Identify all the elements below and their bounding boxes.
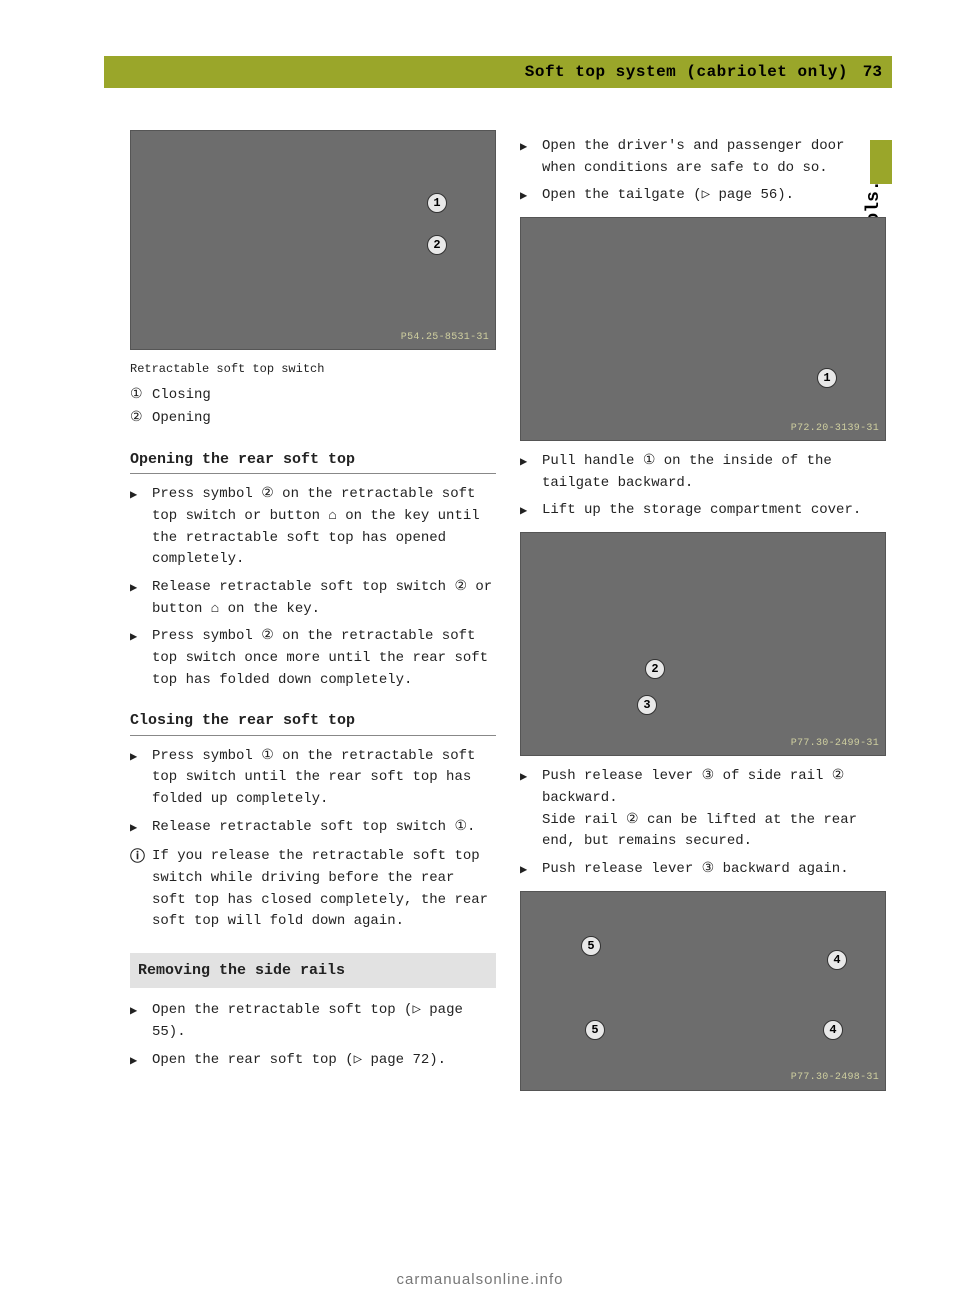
step-arrow-icon: ▶ — [130, 1050, 152, 1072]
step-text: Press symbol ① on the retractable soft t… — [152, 746, 496, 811]
info-icon: ⓘ — [130, 846, 152, 933]
legend-label: Closing — [152, 385, 496, 407]
step-text: Open the tailgate (▷ page 56). — [542, 185, 886, 207]
step-arrow-icon: ▶ — [130, 577, 152, 620]
legend-row: ① Closing — [130, 385, 496, 407]
step-text: Press symbol ② on the retractable soft t… — [152, 484, 496, 571]
callout-1-icon: 1 — [427, 193, 447, 213]
step: ▶Press symbol ① on the retractable soft … — [130, 746, 496, 811]
step-text: Open the retractable soft top (▷ page 55… — [152, 1000, 496, 1043]
figure-id: P77.30-2498-31 — [791, 1070, 879, 1086]
legend-label: Opening — [152, 408, 496, 430]
step-text: Release retractable soft top switch ② or… — [152, 577, 496, 620]
callout-3-icon: 3 — [637, 695, 657, 715]
step-text: Push release lever ③ of side rail ② back… — [542, 766, 886, 853]
step-arrow-icon: ▶ — [520, 859, 542, 881]
step-arrow-icon: ▶ — [520, 766, 542, 853]
legend-symbol: ② — [130, 408, 152, 430]
step: ▶Press symbol ② on the retractable soft … — [130, 484, 496, 571]
step: ▶Pull handle ① on the inside of the tail… — [520, 451, 886, 494]
figure-id: P54.25-8531-31 — [401, 330, 489, 346]
step-arrow-icon: ▶ — [130, 817, 152, 839]
footer-watermark: carmanualsonline.info — [0, 1271, 960, 1288]
step-arrow-icon: ▶ — [520, 136, 542, 179]
step-text: Lift up the storage compartment cover. — [542, 500, 886, 522]
figure-id: P77.30-2499-31 — [791, 736, 879, 752]
subheading: Closing the rear soft top — [130, 709, 496, 732]
step: ▶Push release lever ③ of side rail ② bac… — [520, 766, 886, 853]
legend-symbol: ① — [130, 385, 152, 407]
page-title: Soft top system (cabriolet only) — [525, 56, 848, 88]
step-text: Push release lever ③ backward again. — [542, 859, 886, 881]
divider — [130, 473, 496, 474]
subheading: Opening the rear soft top — [130, 448, 496, 471]
step: ▶Open the driver's and passenger door wh… — [520, 136, 886, 179]
step-arrow-icon: ▶ — [130, 1000, 152, 1043]
callout-2-icon: 2 — [645, 659, 665, 679]
step-text: Release retractable soft top switch ①. — [152, 817, 496, 839]
divider — [130, 735, 496, 736]
step: ▶Press symbol ② on the retractable soft … — [130, 626, 496, 691]
step: ▶Release retractable soft top switch ①. — [130, 817, 496, 839]
step-arrow-icon: ▶ — [130, 626, 152, 691]
step: ▶Push release lever ③ backward again. — [520, 859, 886, 881]
step: ▶Open the rear soft top (▷ page 72). — [130, 1050, 496, 1072]
figure-tailgate: 1 P72.20-3139-31 — [520, 217, 886, 441]
step-text: Open the driver's and passenger door whe… — [542, 136, 886, 179]
figure-side-rails: 5 5 4 4 P77.30-2498-31 — [520, 891, 886, 1091]
callout-1-icon: 1 — [817, 368, 837, 388]
figure-release-lever: 2 3 P77.30-2499-31 — [520, 532, 886, 756]
page-number: 73 — [863, 56, 882, 88]
figure-caption: Retractable soft top switch — [130, 360, 496, 379]
figure-id: P72.20-3139-31 — [791, 421, 879, 437]
step-arrow-icon: ▶ — [520, 185, 542, 207]
step-arrow-icon: ▶ — [130, 484, 152, 571]
right-column: ▶Open the driver's and passenger door wh… — [520, 130, 886, 1101]
step-text: Pull handle ① on the inside of the tailg… — [542, 451, 886, 494]
callout-5-icon: 5 — [585, 1020, 605, 1040]
step-text: Open the rear soft top (▷ page 72). — [152, 1050, 496, 1072]
figure-soft-top-switch: 1 2 P54.25-8531-31 — [130, 130, 496, 350]
step: ▶Lift up the storage compartment cover. — [520, 500, 886, 522]
step-arrow-icon: ▶ — [130, 746, 152, 811]
step-arrow-icon: ▶ — [520, 451, 542, 494]
info-note: ⓘIf you release the retractable soft top… — [130, 846, 496, 933]
callout-4-icon: 4 — [827, 950, 847, 970]
step: ▶Open the retractable soft top (▷ page 5… — [130, 1000, 496, 1043]
step: ▶Release retractable soft top switch ② o… — [130, 577, 496, 620]
callout-2-icon: 2 — [427, 235, 447, 255]
note-text: If you release the retractable soft top … — [152, 846, 496, 933]
step-text: Press symbol ② on the retractable soft t… — [152, 626, 496, 691]
left-column: 1 2 P54.25-8531-31 Retractable soft top … — [130, 130, 496, 1077]
callout-5-icon: 5 — [581, 936, 601, 956]
manual-page: Soft top system (cabriolet only) 73 >> C… — [0, 0, 960, 1302]
step: ▶Open the tailgate (▷ page 56). — [520, 185, 886, 207]
step-arrow-icon: ▶ — [520, 500, 542, 522]
section-heading: Removing the side rails — [130, 953, 496, 988]
legend-row: ② Opening — [130, 408, 496, 430]
callout-4-icon: 4 — [823, 1020, 843, 1040]
